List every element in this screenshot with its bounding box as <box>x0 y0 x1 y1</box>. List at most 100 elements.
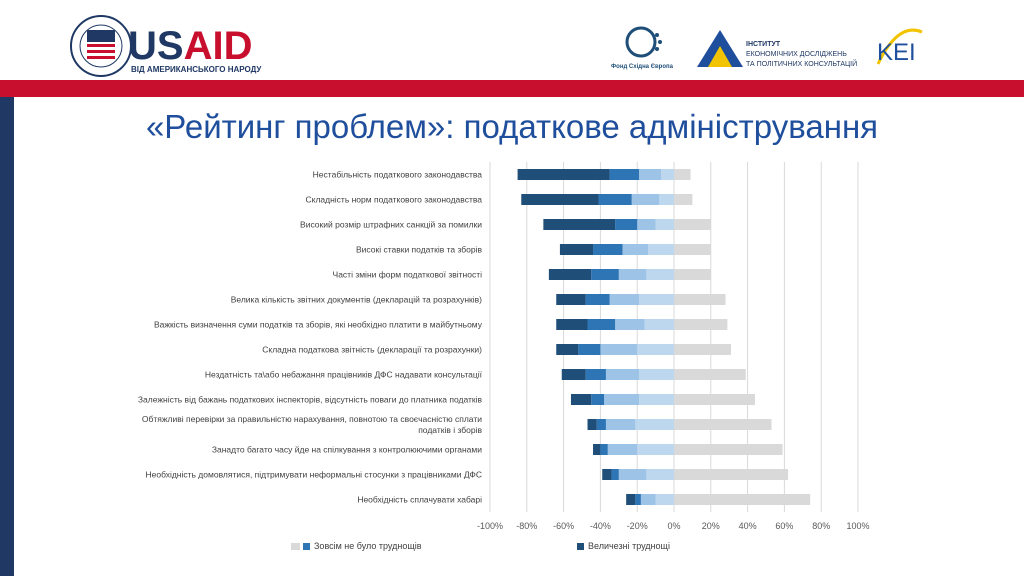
bar-segment <box>655 219 674 230</box>
bar-segment <box>585 294 610 305</box>
bar-segment <box>609 169 640 180</box>
category-label: Обтяжливі перевірки за правильністю нара… <box>142 414 483 435</box>
category-label: Важкість визначення суми податків та збо… <box>154 320 483 330</box>
bar-segment <box>618 269 647 280</box>
usaid-seal-icon <box>70 15 132 77</box>
legend-label: Зовсім не було труднощів <box>314 541 422 551</box>
bar-segment <box>615 219 638 230</box>
bar-segment <box>674 219 711 230</box>
category-label-line: Необхідність сплачувати хабарі <box>357 495 482 505</box>
x-tick-label: 20% <box>702 521 720 531</box>
bar-segment <box>674 494 811 505</box>
bar-segment <box>561 369 586 380</box>
bar-segment <box>674 419 772 430</box>
category-label: Необхідність сплачувати хабарі <box>357 495 482 505</box>
usaid-tagline: ВІД АМЕРИКАНСЬКОГО НАРОДУ <box>131 65 262 74</box>
bar-segment <box>674 294 726 305</box>
category-label: Нестабільність податкового законодавства <box>313 170 483 180</box>
bar-segment <box>591 269 619 280</box>
bar-segment <box>585 369 606 380</box>
bar-segment <box>570 394 592 405</box>
legend-label: Величезні труднощі <box>588 541 670 551</box>
category-label-line: податків і зборів <box>418 425 482 435</box>
category-label-line: Нестабільність податкового законодавства <box>313 170 483 180</box>
left-side-stripe <box>0 97 14 576</box>
bar-segment <box>591 394 605 405</box>
category-label-line: Високі ставки податків та зборів <box>356 245 482 255</box>
x-tick-label: -40% <box>590 521 611 531</box>
usaid-name-part-us: US <box>128 24 184 68</box>
category-label: Високий розмір штрафних санкцій за помил… <box>300 220 482 230</box>
bar-segment <box>600 444 608 455</box>
bar-segment <box>611 469 619 480</box>
bar-segment <box>556 344 579 355</box>
category-label-line: Високий розмір штрафних санкцій за помил… <box>300 220 482 230</box>
bar-segment <box>605 419 636 430</box>
bar-segment <box>602 469 612 480</box>
category-label: Нездатність та\або небажання працівників… <box>205 370 483 380</box>
category-label: Занадто багато часу йде на спілкування з… <box>212 445 482 455</box>
page-title: «Рейтинг проблем»: податкове адмініструв… <box>145 108 879 145</box>
bar-segment <box>635 494 641 505</box>
bar-segment <box>674 194 693 205</box>
x-tick-label: 40% <box>739 521 757 531</box>
category-label-line: Складна податкова звітність (декларації … <box>262 345 482 355</box>
category-label-line: Обтяжливі перевірки за правильністю нара… <box>142 414 482 424</box>
bar-segment <box>637 344 674 355</box>
category-label-line: Залежність від бажань податкових інспект… <box>138 395 483 405</box>
bar-segment <box>521 194 599 205</box>
bar-segment <box>646 269 674 280</box>
bar-segment <box>640 494 656 505</box>
bar-segment <box>674 269 711 280</box>
bar-segment <box>637 444 674 455</box>
bar-segment <box>618 469 647 480</box>
bar-segment <box>596 419 606 430</box>
institute-logo-icon <box>697 30 743 67</box>
bar-segment <box>605 369 640 380</box>
header-logos: USAID ВІД АМЕРИКАНСЬКОГО НАРОДУ Фонд Схі… <box>0 0 1024 80</box>
bar-segment <box>607 444 638 455</box>
fund-logo-icon <box>625 26 662 58</box>
x-tick-label: 80% <box>812 521 830 531</box>
bar-segment <box>631 194 660 205</box>
bar-segment <box>674 444 783 455</box>
bar-segment <box>674 319 728 330</box>
bar-segment <box>674 469 789 480</box>
bar-segment <box>626 494 636 505</box>
bar-segment <box>639 169 662 180</box>
bar-segment <box>517 169 610 180</box>
x-tick-label: -60% <box>553 521 574 531</box>
bar-segment <box>644 319 674 330</box>
bar-segment <box>593 444 601 455</box>
institute-line3: ТА ПОЛІТИЧНИХ КОНСУЛЬТАЦІЙ <box>746 59 857 68</box>
logos-svg: USAID ВІД АМЕРИКАНСЬКОГО НАРОДУ Фонд Схі… <box>70 15 923 77</box>
category-label: Часті зміни форм податкової звітності <box>333 270 483 280</box>
category-label: Складна податкова звітність (декларації … <box>262 345 482 355</box>
bar-segment <box>609 294 640 305</box>
bar-segment <box>615 319 645 330</box>
bar-segment <box>661 169 674 180</box>
bar-segment <box>639 369 674 380</box>
bar-segment <box>674 344 732 355</box>
legend-swatch <box>291 543 300 550</box>
bar-segment <box>674 244 711 255</box>
bar-segment <box>648 244 674 255</box>
bar-segment <box>556 294 586 305</box>
bar-segment <box>674 394 755 405</box>
fund-name: Фонд Східна Європа <box>611 64 674 70</box>
bar-segment <box>578 344 601 355</box>
bar-segment <box>659 194 674 205</box>
bar-segment <box>600 344 638 355</box>
bar-segment <box>655 494 674 505</box>
bar-segment <box>556 319 588 330</box>
kei-name: KEI <box>877 39 916 66</box>
bar-segment <box>674 369 746 380</box>
category-label-line: Занадто багато часу йде на спілкування з… <box>212 445 482 455</box>
category-label-line: Нездатність та\або небажання працівників… <box>205 370 483 380</box>
bar-segment <box>593 244 623 255</box>
bar-segment <box>598 194 632 205</box>
bar-segment <box>635 419 674 430</box>
x-tick-label: 60% <box>775 521 793 531</box>
category-label: Необхідність домовлятися, підтримувати н… <box>146 470 482 480</box>
